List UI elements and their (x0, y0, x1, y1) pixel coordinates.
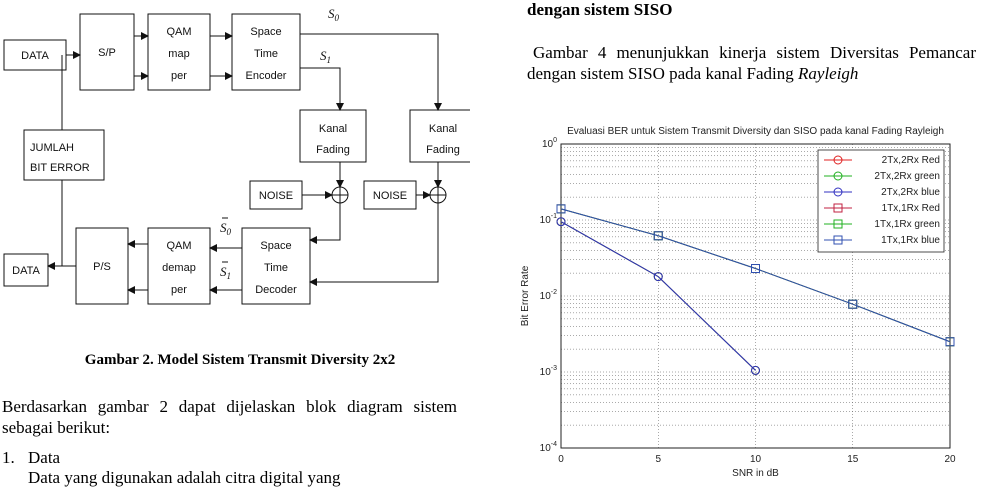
data-in-label: DATA (21, 50, 49, 62)
block-diagram: DATA S/P QAM map per Space Time Encoder … (3, 6, 470, 305)
data-point (945, 337, 955, 347)
figure-caption: Gambar 2. Model Sistem Transmit Diversit… (84, 352, 396, 368)
chart-title: Evaluasi BER untuk Sistem Transmit Diver… (567, 126, 944, 137)
series-line (560, 221, 756, 371)
stc-enc-label-2: Time (254, 48, 278, 60)
legend-label: 2Tx,2Rx blue (881, 187, 940, 198)
body-paragraph: Berdasarkan gambar 2 dapat dijelaskan bl… (2, 397, 457, 437)
right-paragraph: Gambar 4 menunjukkan kinerja sistem Dive… (527, 42, 976, 84)
legend-marker (833, 155, 843, 165)
right-paragraph-text: Gambar 4 menunjukkan kinerja sistem Dive… (527, 43, 976, 83)
jumlah-label-2: BIT ERROR (30, 162, 90, 174)
list-item-title: Data (28, 448, 61, 467)
sp-block (79, 13, 135, 91)
stc-dec-label-1: Space (260, 240, 291, 252)
qam-demap-label-2: demap (162, 262, 196, 274)
legend-label: 2Tx,2Rx green (874, 171, 940, 182)
legend-marker (833, 171, 843, 181)
noise1-label: NOISE (259, 190, 293, 202)
ps-label: P/S (93, 261, 111, 273)
data-out-block (3, 253, 49, 287)
stc-decoder-block (241, 227, 311, 305)
x-tick-label: 10 (750, 454, 762, 465)
legend: 2Tx,2Rx Red 2Tx,2Rx green 2Tx,2Rx blue 1Tx,… (817, 149, 945, 253)
x-tick-label: 5 (655, 454, 661, 465)
signal-s0-label: S0 (328, 6, 340, 23)
signal-s1-hat-label: S1 (220, 264, 231, 281)
jumlah-label-1: JUMLAH (30, 142, 74, 154)
kanal2-label-2: Fading (426, 144, 460, 156)
x-tick-label: 15 (847, 454, 859, 465)
noise-1-block (249, 180, 303, 210)
stc-encoder-block (231, 13, 301, 91)
kanal-fading-1-block (299, 109, 367, 163)
list-item-description: Data yang digunakan adalah citra digital… (28, 468, 341, 487)
legend-label: 1Tx,1Rx green (874, 219, 940, 230)
qam-map-block (147, 13, 211, 91)
legend-box (817, 149, 945, 253)
ps-block (75, 227, 129, 305)
signal-s1-label: S1 (320, 48, 331, 65)
qam-demap-label-3: per (171, 284, 187, 296)
kanal1-label-1: Kanal (319, 123, 347, 135)
qam-demap-block (147, 227, 211, 305)
legend-marker (833, 219, 843, 229)
data-point (653, 231, 663, 241)
sp-label: S/P (98, 47, 116, 59)
legend-label: 1Tx,1Rx blue (881, 235, 940, 246)
right-paragraph-italic: Rayleigh (798, 64, 859, 83)
noise2-label: NOISE (373, 190, 407, 202)
data-point (556, 204, 566, 214)
data-in-block (3, 39, 67, 71)
data-point (848, 299, 858, 309)
kanal2-label-1: Kanal (429, 123, 457, 135)
kanal1-label-2: Fading (316, 144, 350, 156)
qam-map-label-3: per (171, 70, 187, 82)
kanal-fading-2-block (409, 109, 470, 163)
list-item: 1. Data (2, 448, 60, 468)
ber-chart: Evaluasi BER untuk Sistem Transmit Diver… (520, 126, 956, 479)
legend-marker (833, 235, 843, 245)
data-point (556, 217, 566, 227)
x-tick-label: 0 (558, 454, 564, 465)
section-heading: dengan sistem SISO (527, 0, 673, 19)
x-tick-label: 20 (944, 454, 956, 465)
y-tick-label: 10-2 (540, 289, 557, 302)
stc-enc-label-3: Encoder (246, 70, 287, 82)
stc-enc-label-1: Space (250, 26, 281, 38)
legend-label: 2Tx,2Rx Red (882, 155, 940, 166)
legend-marker (833, 187, 843, 197)
y-tick-label: 10-1 (540, 213, 557, 226)
stc-dec-label-3: Decoder (255, 284, 297, 296)
series-3 (556, 217, 760, 375)
y-tick-label: 10-3 (540, 365, 557, 378)
jumlah-bit-error-block (23, 129, 105, 181)
data-out-label: DATA (12, 265, 40, 277)
y-axis-label: Bit Error Rate (520, 265, 531, 326)
y-tick-label: 10-4 (540, 441, 557, 454)
axes-frame (560, 143, 951, 449)
signal-s0-hat-label: S0 (220, 220, 232, 237)
y-tick-label: 100 (542, 137, 557, 150)
data-point (751, 264, 760, 274)
x-axis-label: SNR in dB (732, 468, 779, 479)
data-point (653, 272, 663, 282)
list-item-number: 1. (2, 448, 15, 467)
data-point (751, 365, 760, 375)
series-6 (556, 204, 955, 347)
legend-marker (833, 203, 843, 213)
legend-label: 1Tx,1Rx Red (882, 203, 940, 214)
series-line (560, 208, 951, 343)
stc-dec-label-2: Time (264, 262, 288, 274)
qam-demap-label-1: QAM (166, 240, 191, 252)
qam-map-label-2: map (168, 48, 189, 60)
qam-map-label-1: QAM (166, 26, 191, 38)
